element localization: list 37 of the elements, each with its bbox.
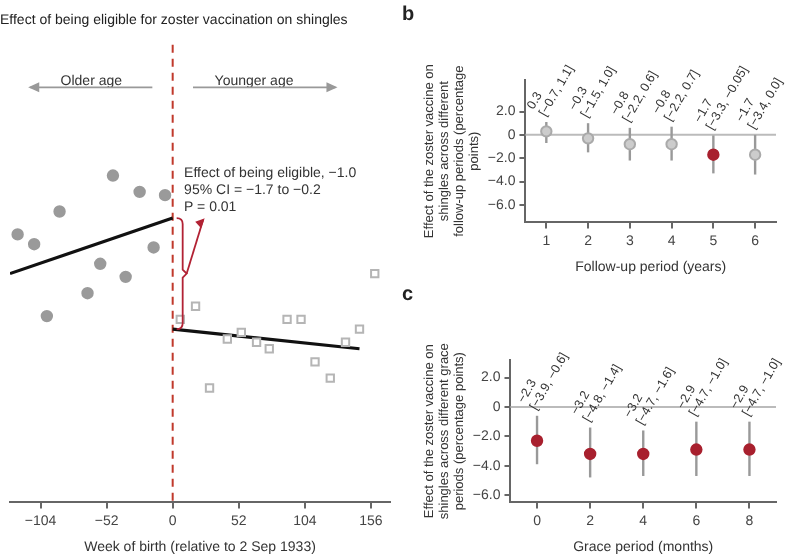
- point: [325, 373, 335, 383]
- point: [133, 185, 146, 199]
- point: [236, 327, 246, 338]
- point: [583, 447, 597, 461]
- point: [637, 447, 650, 461]
- point: [282, 314, 292, 325]
- point: [27, 237, 41, 251]
- point: [53, 205, 66, 218]
- point: [147, 241, 160, 254]
- point: [370, 268, 380, 279]
- point: [354, 324, 365, 334]
- point: [11, 228, 24, 241]
- point: [530, 434, 544, 447]
- chart-title: c: [402, 283, 414, 306]
- point: [40, 309, 54, 323]
- point: [748, 148, 762, 161]
- point: [204, 383, 215, 393]
- point: [119, 270, 132, 284]
- point: [222, 334, 232, 344]
- point: [158, 188, 172, 202]
- point: [310, 357, 320, 367]
- chart-title: b: [402, 3, 415, 26]
- point: [665, 138, 678, 151]
- point: [81, 287, 94, 300]
- point: [340, 337, 351, 347]
- point: [190, 301, 201, 311]
- point: [296, 314, 306, 325]
- point: [743, 443, 756, 456]
- point: [540, 125, 553, 138]
- point: [94, 257, 107, 270]
- point: [264, 344, 274, 354]
- point: [251, 337, 262, 347]
- point: [623, 138, 637, 151]
- point: [690, 443, 703, 456]
- point: [581, 132, 595, 145]
- point: [707, 148, 720, 161]
- point: [106, 169, 120, 182]
